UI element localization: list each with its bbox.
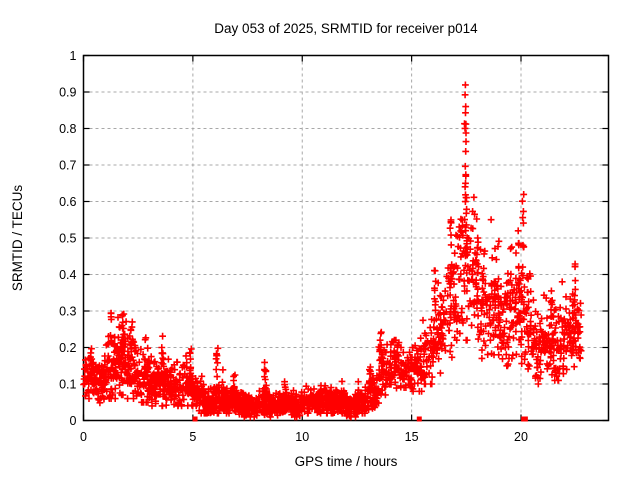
y-axis-label: SRMTID / TECUs xyxy=(10,185,25,292)
chart-title: Day 053 of 2025, SRMTID for receiver p01… xyxy=(214,21,478,36)
y-tick-label: 0.7 xyxy=(59,159,76,173)
tick-labels: 00.10.20.30.40.50.60.70.80.910 5 10 15 20 xyxy=(59,49,528,444)
y-tick-label: 0.6 xyxy=(59,195,76,209)
y-tick-label: 0.4 xyxy=(59,268,76,282)
y-tick-label: 1 xyxy=(70,49,77,63)
zero-value-marker xyxy=(192,416,198,422)
zero-value-marker xyxy=(416,416,422,422)
x-axis-label: GPS time / hours xyxy=(295,454,398,469)
x-tick-label: 5 xyxy=(189,430,196,444)
grid-lines xyxy=(83,55,609,421)
y-tick-label: 0.3 xyxy=(59,305,76,319)
data-points-path xyxy=(80,81,585,421)
y-tick-label: 0 xyxy=(70,414,77,428)
y-tick-label: 0.1 xyxy=(59,378,76,392)
x-tick-label: 10 xyxy=(295,430,309,444)
y-tick-label: 0.9 xyxy=(59,86,76,100)
y-tick-label: 0.8 xyxy=(59,122,76,136)
x-tick-label: 15 xyxy=(405,430,419,444)
x-tick-label: 0 xyxy=(80,430,87,444)
zero-value-marker xyxy=(522,416,528,422)
plot-border xyxy=(82,54,610,422)
x-tick-label: 20 xyxy=(514,430,528,444)
y-tick-label: 0.5 xyxy=(59,232,76,246)
scatter-points xyxy=(80,81,585,422)
y-tick-label: 0.2 xyxy=(59,341,76,355)
